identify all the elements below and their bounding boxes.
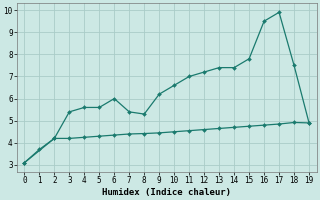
X-axis label: Humidex (Indice chaleur): Humidex (Indice chaleur)	[102, 188, 231, 197]
